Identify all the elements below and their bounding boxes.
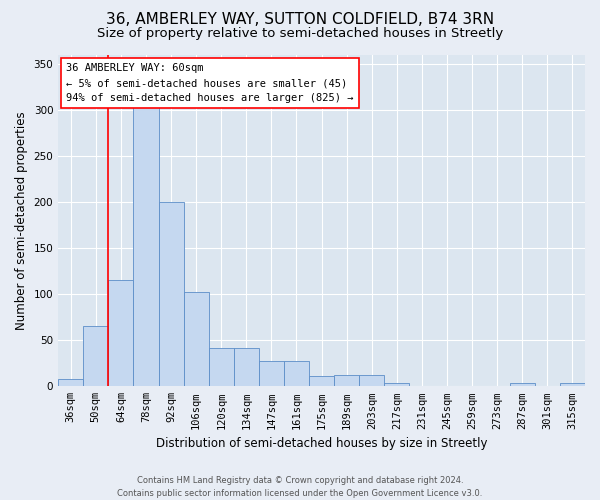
Bar xyxy=(109,280,133,386)
Text: 36 AMBERLEY WAY: 60sqm
← 5% of semi-detached houses are smaller (45)
94% of semi: 36 AMBERLEY WAY: 60sqm ← 5% of semi-deta… xyxy=(66,64,353,103)
Bar xyxy=(209,348,234,387)
Bar xyxy=(510,382,535,386)
Bar xyxy=(560,382,585,386)
Bar xyxy=(184,292,209,386)
X-axis label: Distribution of semi-detached houses by size in Streetly: Distribution of semi-detached houses by … xyxy=(156,437,487,450)
Bar xyxy=(284,360,309,386)
Text: 36, AMBERLEY WAY, SUTTON COLDFIELD, B74 3RN: 36, AMBERLEY WAY, SUTTON COLDFIELD, B74 … xyxy=(106,12,494,28)
Y-axis label: Number of semi-detached properties: Number of semi-detached properties xyxy=(15,112,28,330)
Bar xyxy=(334,376,359,386)
Bar xyxy=(133,87,158,386)
Bar xyxy=(234,348,259,387)
Text: Contains HM Land Registry data © Crown copyright and database right 2024.
Contai: Contains HM Land Registry data © Crown c… xyxy=(118,476,482,498)
Bar xyxy=(259,360,284,386)
Bar xyxy=(359,376,385,386)
Bar xyxy=(309,376,334,386)
Text: Size of property relative to semi-detached houses in Streetly: Size of property relative to semi-detach… xyxy=(97,28,503,40)
Bar xyxy=(385,382,409,386)
Bar xyxy=(158,202,184,386)
Bar xyxy=(58,379,83,386)
Bar xyxy=(83,326,109,386)
